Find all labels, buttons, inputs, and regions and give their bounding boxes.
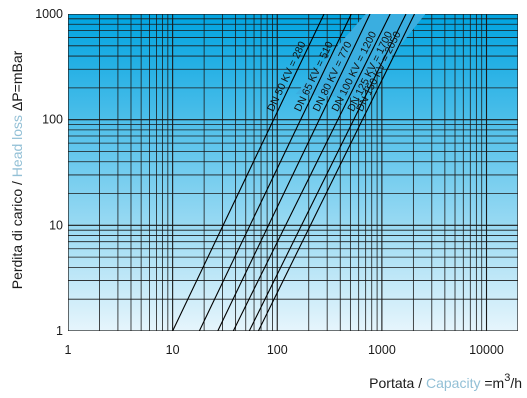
x-tick-label: 10 (166, 343, 180, 357)
series-line (172, 14, 325, 331)
grid (68, 14, 518, 331)
y-tick-labels: 1 10 100 1000 (35, 7, 63, 338)
x-tick-label: 100 (267, 343, 288, 357)
x-tick-label: 1 (65, 343, 72, 357)
x-axis-label: Portata / Capacity =m3/h (369, 372, 522, 391)
series-line (248, 14, 407, 331)
series-lines (172, 14, 415, 331)
plot-background (68, 14, 518, 331)
y-axis-label: Perdita di carico / Head loss ΔP=mBar (9, 50, 25, 289)
label-band-area (295, 14, 426, 99)
x-tick-labels: 1 10 100 1000 10000 (65, 343, 504, 357)
label-band (295, 14, 426, 99)
y-tick-label: 1000 (35, 7, 63, 21)
y-tick-label: 1 (56, 324, 63, 338)
series-line (257, 14, 415, 331)
y-tick-label: 100 (42, 113, 63, 127)
x-tick-label: 1000 (368, 343, 396, 357)
x-tick-label: 10000 (469, 343, 504, 357)
series-line (217, 14, 371, 331)
series-line (232, 14, 391, 331)
series-line (198, 14, 352, 331)
y-tick-label: 10 (49, 218, 63, 232)
